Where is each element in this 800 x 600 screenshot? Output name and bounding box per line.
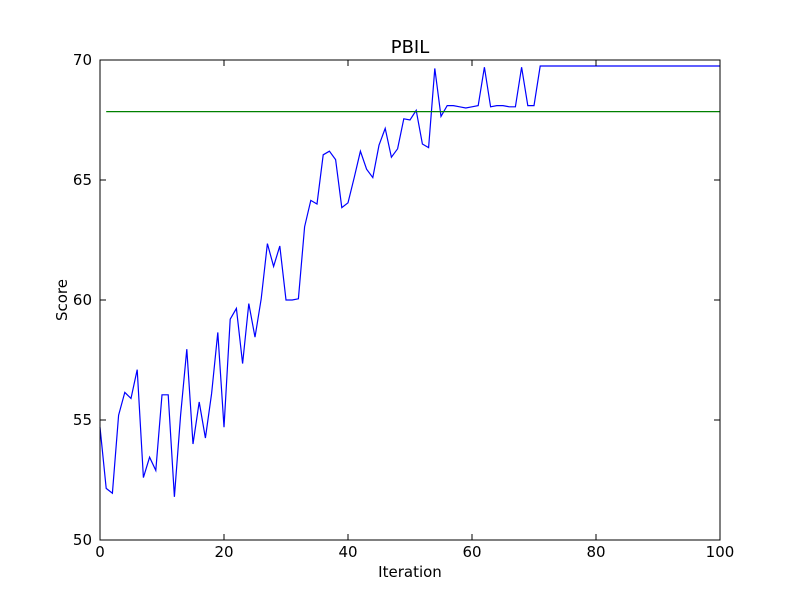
y-tick-label: 65 [73,171,92,189]
y-tick-label: 50 [73,531,92,549]
y-tick-label: 60 [73,291,92,309]
series-layer [99,65,720,497]
chart-title: PBIL [391,37,430,58]
x-tick-label: 0 [95,543,105,561]
plot-frame [99,59,721,541]
plot-area [100,60,720,540]
y-tick-label: 55 [73,411,92,429]
series-line-1 [99,65,720,497]
x-tick-label: 80 [586,543,605,561]
x-tick-label: 100 [706,543,735,561]
x-tick-label: 60 [462,543,481,561]
y-tick-label: 70 [73,51,92,69]
x-axis-label: Iteration [378,563,442,581]
x-tick-label: 40 [338,543,357,561]
y-axis-label: Score [53,279,71,321]
x-tick-label: 20 [214,543,233,561]
